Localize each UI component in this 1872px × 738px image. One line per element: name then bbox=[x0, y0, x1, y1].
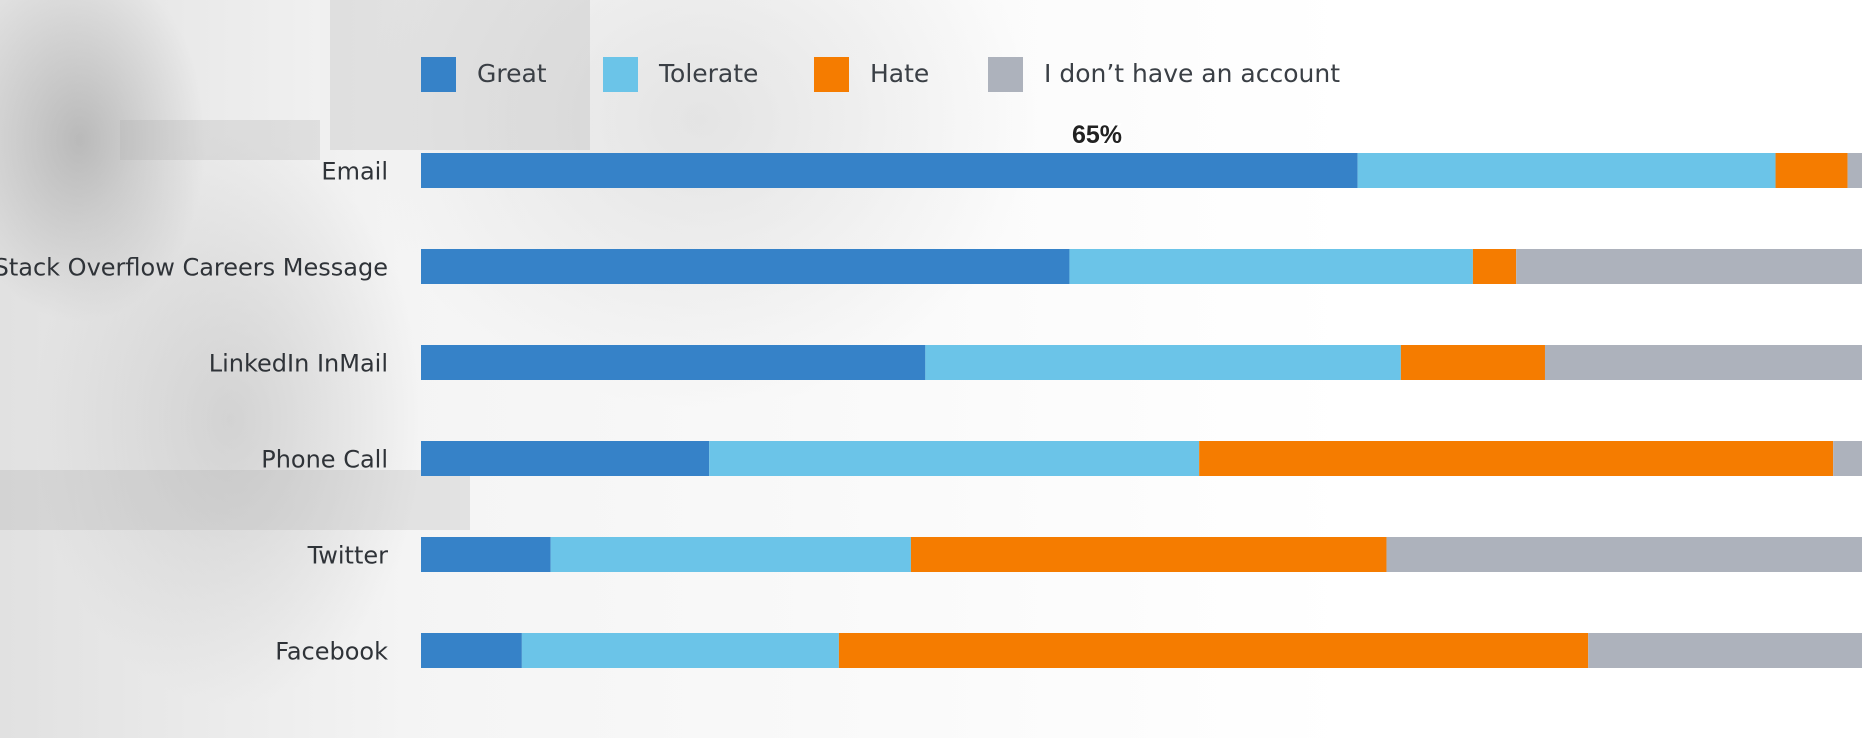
bar-segment-linkedin-inmail-hate bbox=[1400, 345, 1545, 380]
category-labels: Email Stack Overflow Careers Message Linke… bbox=[0, 158, 388, 666]
bar-row-email bbox=[421, 153, 1862, 188]
bar-segment-linkedin-inmail-i-don-t-have-an-account bbox=[1544, 345, 1862, 380]
bar-segment-twitter-i-don-t-have-an-account bbox=[1386, 537, 1862, 572]
legend-label-great: Great bbox=[477, 59, 547, 88]
bar-row-twitter bbox=[421, 537, 1862, 572]
bar-row-phone-call bbox=[421, 441, 1862, 476]
data-labels: 65% bbox=[1070, 119, 1124, 151]
bar-row-stack-overflow-careers-message bbox=[421, 249, 1862, 284]
bar-segment-email-great bbox=[421, 153, 1358, 188]
legend-label-i-don-t-have-an-account: I don’t have an account bbox=[1044, 59, 1340, 88]
bar-segment-email-hate bbox=[1775, 153, 1848, 188]
bars bbox=[421, 153, 1862, 668]
legend-item-hate: Hate bbox=[814, 57, 929, 92]
bar-row-facebook bbox=[421, 633, 1862, 668]
category-label-phone-call: Phone Call bbox=[261, 446, 388, 474]
legend-swatch-great bbox=[421, 57, 456, 92]
bar-segment-phone-call-great bbox=[421, 441, 710, 476]
legend-item-i-don-t-have-an-account: I don’t have an account bbox=[988, 57, 1340, 92]
bar-segment-facebook-tolerate bbox=[521, 633, 839, 668]
category-label-stack-overflow-careers-message: Stack Overflow Careers Message bbox=[0, 254, 388, 282]
bar-segment-twitter-hate bbox=[910, 537, 1387, 572]
bar-segment-email-tolerate bbox=[1357, 153, 1776, 188]
bar-segment-twitter-tolerate bbox=[550, 537, 911, 572]
legend-label-tolerate: Tolerate bbox=[658, 59, 758, 88]
bar-segment-phone-call-tolerate bbox=[709, 441, 1200, 476]
bar-segment-facebook-i-don-t-have-an-account bbox=[1588, 633, 1862, 668]
bar-segment-phone-call-hate bbox=[1199, 441, 1834, 476]
category-label-email: Email bbox=[321, 158, 388, 186]
bar-segment-linkedin-inmail-tolerate bbox=[925, 345, 1401, 380]
bar-segment-stack-overflow-careers-message-i-don-t-have-an-account bbox=[1516, 249, 1862, 284]
legend-swatch-hate bbox=[814, 57, 849, 92]
category-label-linkedin-inmail: LinkedIn InMail bbox=[209, 350, 388, 378]
bar-segment-linkedin-inmail-great bbox=[421, 345, 926, 380]
legend-swatch-tolerate bbox=[603, 57, 638, 92]
bar-segment-phone-call-i-don-t-have-an-account bbox=[1833, 441, 1862, 476]
legend-item-tolerate: Tolerate bbox=[603, 57, 758, 92]
category-label-facebook: Facebook bbox=[275, 638, 388, 666]
legend-swatch-i-don-t-have-an-account bbox=[988, 57, 1023, 92]
legend: Great Tolerate Hate I don’t have an account bbox=[421, 57, 1340, 92]
bar-segment-stack-overflow-careers-message-tolerate bbox=[1069, 249, 1473, 284]
bar-segment-stack-overflow-careers-message-great bbox=[421, 249, 1070, 284]
bar-segment-twitter-great bbox=[421, 537, 551, 572]
legend-label-hate: Hate bbox=[870, 59, 929, 88]
category-label-twitter: Twitter bbox=[307, 542, 389, 570]
legend-item-great: Great bbox=[421, 57, 547, 92]
bar-segment-email-i-don-t-have-an-account bbox=[1847, 153, 1862, 188]
bar-segment-stack-overflow-careers-message-hate bbox=[1472, 249, 1517, 284]
bar-segment-facebook-great bbox=[421, 633, 522, 668]
bar-row-linkedin-inmail bbox=[421, 345, 1862, 380]
bar-segment-facebook-hate bbox=[838, 633, 1589, 668]
data-label-0: 65% bbox=[1072, 121, 1122, 149]
